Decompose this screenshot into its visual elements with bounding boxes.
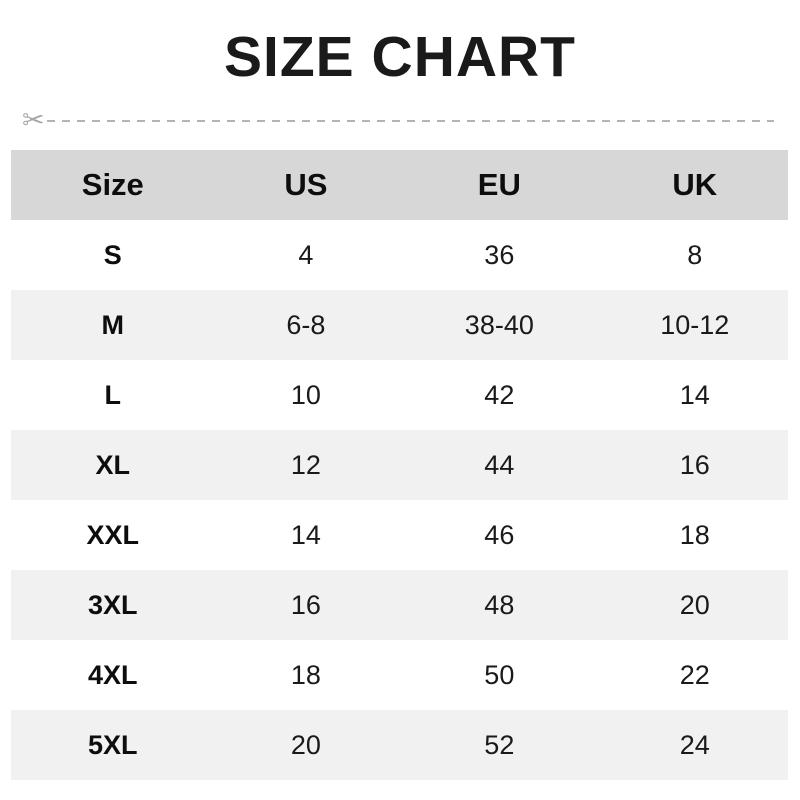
cell-uk: 10-12 — [660, 309, 730, 340]
table-body: S 4 36 8 M 6-8 38-40 10-12 L 10 42 14 XL 12 44 16 XXL 14 4… — [11, 220, 788, 780]
cell-us: 18 — [290, 659, 321, 690]
table-row: 5XL 20 52 24 — [11, 710, 788, 780]
scissors-icon: ✂ — [22, 104, 45, 135]
cell-size: L — [104, 379, 122, 410]
cell-uk: 8 — [687, 239, 703, 270]
cell-uk: 22 — [679, 659, 710, 690]
table-header: Size US EU UK — [11, 150, 788, 220]
size-chart-table: Size US EU UK S 4 36 8 M 6-8 38-40 10-12 L 10 42 14… — [11, 150, 788, 780]
cell-size: M — [101, 309, 125, 340]
cell-us: 10 — [290, 379, 321, 410]
cell-uk: 20 — [679, 589, 710, 620]
header-row: Size US EU UK — [11, 150, 788, 220]
column-header-eu: EU — [477, 167, 521, 202]
cell-us: 12 — [290, 449, 321, 480]
size-chart-table-wrapper: Size US EU UK S 4 36 8 M 6-8 38-40 10-12 L 10 42 14… — [11, 150, 788, 780]
cell-size: 5XL — [88, 729, 138, 760]
cell-uk: 18 — [679, 519, 710, 550]
cell-uk: 16 — [679, 449, 710, 480]
table-row: M 6-8 38-40 10-12 — [11, 290, 788, 360]
cell-us: 20 — [290, 729, 321, 760]
cell-eu: 48 — [484, 589, 515, 620]
cell-eu: 42 — [484, 379, 515, 410]
cell-us: 6-8 — [286, 309, 326, 340]
cell-size: XL — [95, 449, 131, 480]
cell-eu: 38-40 — [464, 309, 534, 340]
table-row: 3XL 16 48 20 — [11, 570, 788, 640]
cell-eu: 50 — [484, 659, 515, 690]
dashed-divider — [46, 120, 774, 122]
table-row: 4XL 18 50 22 — [11, 640, 788, 710]
table-row: XL 12 44 16 — [11, 430, 788, 500]
cell-size: S — [103, 239, 122, 270]
cell-eu: 46 — [484, 519, 515, 550]
cell-size: 4XL — [88, 659, 138, 690]
cell-eu: 44 — [484, 449, 515, 480]
cell-eu: 36 — [484, 239, 515, 270]
cell-us: 14 — [290, 519, 321, 550]
cell-uk: 14 — [679, 379, 710, 410]
column-header-uk: UK — [672, 167, 718, 202]
cell-eu: 52 — [484, 729, 515, 760]
cell-size: 3XL — [88, 589, 138, 620]
table-row: L 10 42 14 — [11, 360, 788, 430]
page-title: SIZE CHART — [224, 25, 576, 89]
table-row: S 4 36 8 — [11, 220, 788, 290]
cell-us: 16 — [290, 589, 321, 620]
cut-line: ✂ — [22, 104, 778, 138]
column-header-us: US — [284, 167, 328, 202]
table-row: XXL 14 46 18 — [11, 500, 788, 570]
cell-us: 4 — [298, 239, 314, 270]
cell-uk: 24 — [679, 729, 710, 760]
column-header-size: Size — [81, 167, 144, 202]
cell-size: XXL — [86, 519, 140, 550]
